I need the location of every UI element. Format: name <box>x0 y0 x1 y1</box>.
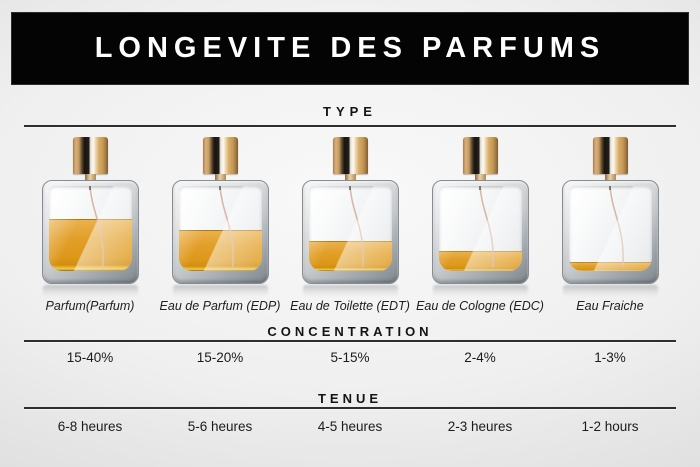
dip-tube-icon <box>478 186 494 268</box>
bottle-cap-icon <box>72 137 108 174</box>
sprayer-stem <box>349 186 351 190</box>
section-title-type: TYPE <box>323 104 377 119</box>
bottle-glass <box>48 186 132 271</box>
bottle-cap-icon <box>332 137 368 174</box>
bottle-neck <box>474 174 486 180</box>
concentration-value: 2-4% <box>464 350 496 365</box>
duration-values-row: 6-8 heures 5-6 heures 4-5 heures 2-3 heu… <box>25 419 675 434</box>
duration-value: 5-6 heures <box>187 419 253 434</box>
perfume-column: Eau de Parfum (EDP) <box>155 137 285 313</box>
perfume-column: Parfum(Parfum) <box>25 137 155 313</box>
bottle-body-icon <box>431 180 529 284</box>
sprayer-stem <box>609 186 611 190</box>
sprayer-stem <box>89 186 91 190</box>
bottle-body-icon <box>171 180 269 284</box>
concentration-values-row: 15-40% 15-20% 5-15% 2-4% 1-3% <box>25 350 675 365</box>
dip-tube-icon <box>348 186 364 268</box>
bottle-reflection <box>432 285 528 297</box>
dip-tube-icon <box>88 186 104 268</box>
bottle-neck <box>604 174 616 180</box>
page-title: LONGEVITE DES PARFUMS <box>94 32 606 64</box>
section-title-concentration: CONCENTRATION <box>267 324 433 339</box>
bottle-reflection <box>42 285 138 297</box>
bottle-reflection <box>562 285 658 297</box>
concentration-value: 15-20% <box>196 350 244 365</box>
bottle-cap-icon <box>592 137 628 174</box>
dip-tube-icon <box>218 186 234 268</box>
duration-value: 4-5 heures <box>317 419 383 434</box>
concentration-value: 5-15% <box>330 350 370 365</box>
perfume-column: Eau Fraiche <box>545 137 675 313</box>
bottle-body-icon <box>561 180 659 284</box>
bottle-neck <box>344 174 356 180</box>
concentration-value: 1-3% <box>594 350 626 365</box>
bottle-neck <box>84 174 96 180</box>
bottle-glass <box>308 186 392 271</box>
concentration-value: 15-40% <box>66 350 114 365</box>
bottle-neck <box>214 174 226 180</box>
duration-value: 2-3 heures <box>447 419 513 434</box>
bottle-glass <box>568 186 652 271</box>
type-divider-line <box>24 125 676 127</box>
bottle-glass <box>178 186 262 271</box>
tenue-divider-line <box>24 407 676 409</box>
bottle-body-icon <box>41 180 139 284</box>
perfume-column: Eau de Toilette (EDT) <box>285 137 415 313</box>
perfume-name-label: Eau de Cologne (EDC) <box>416 299 544 313</box>
perfume-name-label: Eau de Toilette (EDT) <box>290 299 410 313</box>
sprayer-stem <box>479 186 481 190</box>
bottle-body-icon <box>301 180 399 284</box>
duration-value: 1-2 hours <box>581 419 639 434</box>
bottle-reflection <box>172 285 268 297</box>
perfume-name-label: Parfum(Parfum) <box>45 299 135 313</box>
section-title-tenue: TENUE <box>317 391 383 406</box>
sprayer-stem <box>219 186 221 190</box>
perfume-name-label: Eau de Parfum (EDP) <box>159 299 281 313</box>
bottle-glass <box>438 186 522 271</box>
bottle-reflection <box>302 285 398 297</box>
header-banner: LONGEVITE DES PARFUMS <box>11 12 689 85</box>
concentration-divider-line <box>24 340 676 342</box>
perfume-column: Eau de Cologne (EDC) <box>415 137 545 313</box>
bottle-cap-icon <box>202 137 238 174</box>
perfume-name-label: Eau Fraiche <box>576 299 644 313</box>
dip-tube-icon <box>608 186 624 268</box>
duration-value: 6-8 heures <box>57 419 123 434</box>
bottle-cap-icon <box>462 137 498 174</box>
bottles-row: Parfum(Parfum) Eau de Parf <box>25 137 675 313</box>
